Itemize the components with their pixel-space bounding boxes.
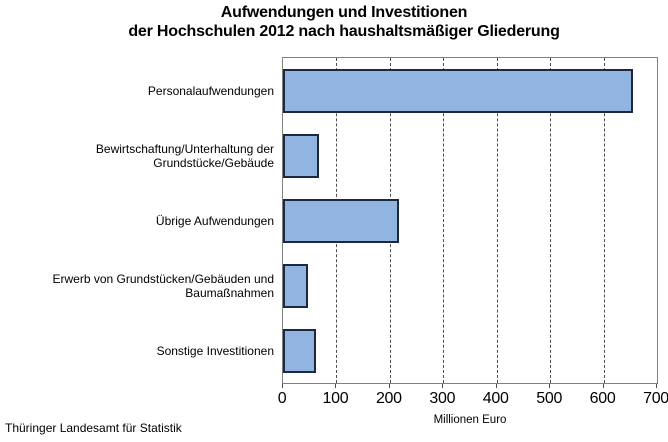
chart-title-line2: der Hochschulen 2012 nach haushaltsmäßig… [128, 23, 560, 40]
tick-mark-400 [495, 384, 497, 388]
gridline-x-400 [496, 58, 498, 383]
bar-0 [283, 68, 634, 113]
tick-mark-600 [602, 384, 604, 388]
x-axis: 0 100 200 300 400 500 600 700 [278, 384, 668, 414]
tick-label-400: 400 [482, 390, 509, 407]
category-label-2: Übrige Aufwendungen [155, 213, 274, 228]
tick-label-300: 300 [429, 390, 456, 407]
category-label-1: Bewirtschaftung/Unterhaltung der Grundst… [95, 141, 274, 170]
bar-3 [283, 263, 309, 308]
tick-mark-700 [656, 384, 657, 388]
tick-mark-0 [282, 384, 283, 388]
tick-mark-500 [549, 384, 551, 388]
tick-label-200: 200 [375, 390, 402, 407]
category-label-4: Sonstige Investitionen [156, 343, 274, 358]
bar-1 [283, 133, 320, 178]
bar-4 [283, 328, 317, 373]
bar-2 [283, 198, 400, 243]
tick-label-100: 100 [322, 390, 349, 407]
tick-label-600: 600 [589, 390, 616, 407]
chart-title-line1: Aufwendungen und Investitionen [220, 4, 468, 21]
category-label-0: Personalaufwendungen [147, 83, 274, 98]
category-axis-labels: Personalaufwendungen Bewirtschaftung/Unte… [0, 58, 278, 383]
tick-label-700: 700 [643, 390, 668, 407]
tick-mark-200 [388, 384, 390, 388]
tick-label-500: 500 [536, 390, 563, 407]
tick-mark-300 [442, 384, 444, 388]
tick-label-0: 0 [277, 390, 287, 407]
plot-area [282, 57, 658, 384]
x-axis-title: Millionen Euro [433, 414, 507, 426]
source-credit: Thüringer Landesamt für Statistik [5, 421, 182, 435]
gridline-x-500 [550, 58, 552, 383]
tick-mark-100 [335, 384, 337, 388]
gridline-x-600 [603, 58, 605, 383]
gridline-x-300 [443, 58, 445, 383]
chart-title: Aufwendungen und Investitionen der Hochs… [20, 3, 668, 41]
category-label-3: Erwerb von Grundstücken/Gebäuden und Bau… [52, 271, 274, 300]
